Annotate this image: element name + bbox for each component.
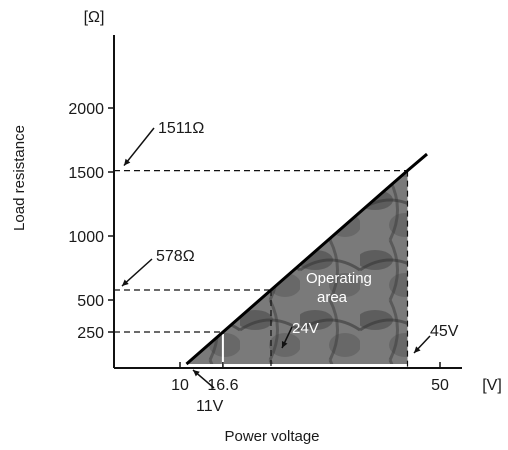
area-label-line1: Operating <box>306 270 372 287</box>
y-tick-label: 250 <box>77 325 104 342</box>
arrow-578 <box>121 258 153 287</box>
x-unit-label: [V] <box>482 377 502 394</box>
x-tick-label: 10 <box>171 377 189 394</box>
y-axis-title: Load resistance <box>11 125 28 231</box>
label-1511: 1511Ω <box>158 120 204 137</box>
arrow-11v-head <box>193 370 200 377</box>
label-578: 578Ω <box>156 248 195 265</box>
x-tick-label: 16.6 <box>207 377 238 394</box>
area-label-line2: area <box>317 289 348 306</box>
label-45v: 45V <box>430 323 459 340</box>
y-unit-label: [Ω] <box>84 9 105 26</box>
label-11v: 11V <box>196 398 224 415</box>
y-tick-label: 500 <box>77 293 104 310</box>
y-tick-label: 1500 <box>68 165 104 182</box>
boundary-line <box>185 152 428 366</box>
y-tick-label: 1000 <box>68 229 104 246</box>
arrow-578-head <box>122 279 129 287</box>
arrow-45v-head <box>414 346 421 353</box>
arrow-1511-head <box>124 158 131 166</box>
x-axis-title: Power voltage <box>224 428 319 445</box>
x-tick-label: 50 <box>431 377 449 394</box>
arrow-1511 <box>123 127 155 167</box>
arrow-24v-head <box>281 341 288 348</box>
y-tick-label: 2000 <box>68 101 104 118</box>
label-24v: 24V <box>292 320 319 337</box>
